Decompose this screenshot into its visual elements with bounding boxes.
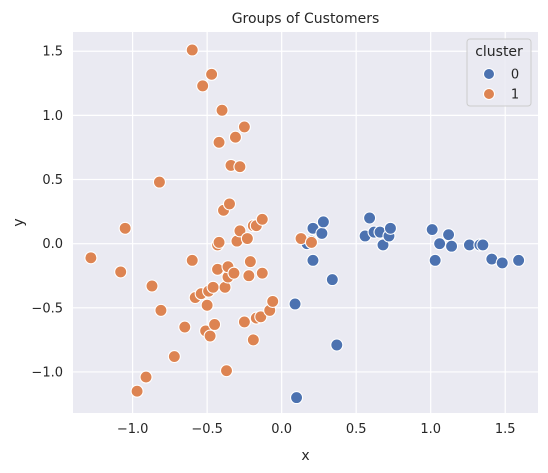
cluster-0-point	[330, 338, 344, 352]
x-axis-ticks: −1.0 −0.5 0.0 0.5 1.0 1.5	[117, 422, 516, 437]
x-tick-label: −1.0	[117, 422, 149, 437]
cluster-0-point	[442, 228, 456, 242]
y-tick-label: 0.5	[42, 173, 63, 188]
cluster-1-point	[228, 130, 243, 144]
cluster-1-point	[200, 298, 214, 312]
cluster-0-point	[290, 391, 304, 405]
cluster-1-point	[266, 294, 280, 308]
y-tick-label: −0.5	[31, 301, 63, 316]
cluster-1-point	[185, 43, 199, 57]
x-tick-label: 0.5	[346, 422, 367, 437]
cluster-1-point	[222, 197, 237, 211]
cluster-0-point	[376, 238, 390, 252]
y-tick-label: −1.0	[31, 365, 63, 380]
cluster-0-point	[476, 238, 490, 252]
cluster-1-point	[212, 135, 226, 149]
cluster-0-point	[288, 297, 302, 311]
data-points	[84, 43, 526, 405]
cluster-1-point	[154, 303, 168, 317]
cluster-1-point	[114, 265, 128, 279]
legend-label-1: 1	[511, 88, 519, 103]
y-tick-label: 0.0	[42, 237, 63, 252]
cluster-0-point	[325, 273, 339, 287]
cluster-1-point	[233, 160, 247, 174]
cluster-0-point	[306, 253, 320, 267]
x-tick-label: 1.5	[495, 422, 516, 437]
legend-label-0: 0	[511, 68, 519, 83]
y-axis-ticks: −1.0 −0.5 0.0 0.5 1.0 1.5	[31, 45, 63, 381]
cluster-1-point	[185, 253, 199, 267]
cluster-1-point	[208, 317, 222, 332]
chart-title: Groups of Customers	[232, 11, 380, 27]
x-tick-label: 1.0	[420, 422, 441, 437]
cluster-1-point	[178, 320, 192, 334]
cluster-0-point	[512, 253, 526, 267]
x-tick-label: 0.0	[271, 422, 292, 437]
cluster-1-point	[215, 103, 229, 117]
cluster-1-point	[212, 235, 226, 249]
cluster-0-point	[495, 256, 509, 270]
cluster-1-point	[139, 370, 153, 384]
y-axis-label: y	[11, 218, 27, 226]
cluster-1-point	[118, 221, 132, 235]
cluster-1-point	[304, 235, 319, 249]
cluster-1-point	[145, 279, 159, 293]
cluster-0-point	[428, 253, 442, 267]
legend-box	[466, 38, 532, 107]
cluster-1-point	[254, 310, 268, 324]
cluster-0-point	[433, 237, 447, 251]
cluster-1-point	[205, 67, 219, 81]
cluster-0-point	[316, 215, 330, 229]
cluster-1-point	[255, 266, 269, 280]
legend-title: cluster	[475, 44, 523, 60]
cluster-1-point	[152, 175, 166, 189]
plot-area	[73, 32, 538, 413]
cluster-1-point	[196, 79, 210, 93]
cluster-1-point	[219, 364, 234, 378]
cluster-1-point	[206, 280, 220, 294]
cluster-1-point	[246, 333, 260, 347]
y-tick-label: 1.0	[42, 109, 63, 124]
cluster-0-point	[425, 223, 439, 237]
legend-marker-0	[483, 68, 495, 80]
cluster-1-point	[243, 255, 257, 269]
cluster-1-point	[227, 266, 241, 280]
cluster-1-point	[240, 231, 254, 246]
legend-marker-1	[483, 88, 495, 100]
y-tick-label: 1.5	[42, 45, 63, 60]
cluster-1-point	[167, 350, 181, 364]
cluster-1-point	[203, 329, 217, 343]
cluster-1-point	[237, 315, 251, 329]
cluster-1-point	[237, 120, 251, 134]
x-axis-label: x	[301, 448, 309, 464]
cluster-1-point	[130, 384, 144, 398]
cluster-0-point	[445, 239, 459, 253]
cluster-0-point	[315, 226, 329, 240]
cluster-1-point	[84, 251, 98, 265]
cluster-0-point	[383, 221, 398, 235]
x-tick-label: −0.5	[191, 422, 223, 437]
cluster-1-point	[255, 212, 269, 226]
legend: cluster 0 1	[466, 38, 532, 107]
cluster-1-point	[242, 269, 256, 283]
cluster-0-point	[363, 211, 377, 225]
